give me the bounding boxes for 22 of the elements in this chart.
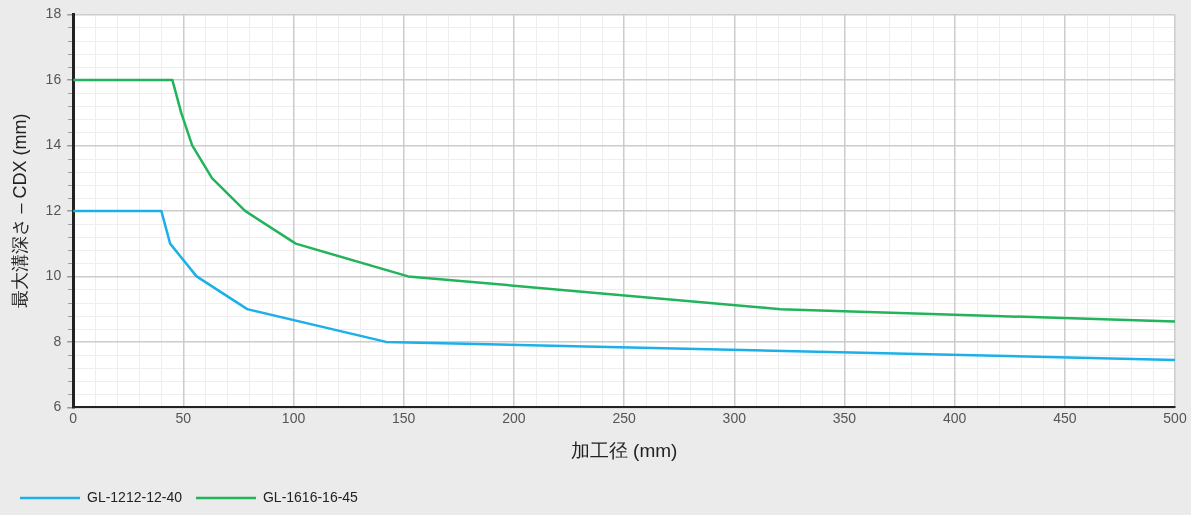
x-axis-title: 加工径 (mm) xyxy=(570,439,678,461)
x-tick-label: 50 xyxy=(175,409,192,426)
x-tick-label: 0 xyxy=(69,409,78,426)
x-tick-label: 150 xyxy=(392,409,416,426)
y-tick-label: 8 xyxy=(53,332,62,349)
x-tick-label: 100 xyxy=(281,409,306,426)
legend-label: GL-1616-16-45 xyxy=(262,488,359,505)
x-tick-label: 250 xyxy=(612,409,636,426)
y-tick-label: 12 xyxy=(45,201,62,218)
x-tick-label: 300 xyxy=(722,409,747,426)
y-tick-label: 6 xyxy=(53,398,62,415)
x-tick-label: 400 xyxy=(942,409,967,426)
y-axis-title: 最大溝深さ – CDX (mm) xyxy=(9,113,30,309)
x-tick-label: 200 xyxy=(502,409,526,426)
y-tick-label: 14 xyxy=(45,136,62,153)
x-tick-label: 450 xyxy=(1053,409,1077,426)
x-tick-label: 500 xyxy=(1163,409,1187,426)
x-tick-label: 350 xyxy=(832,409,857,426)
legend-label: GL-1212-12-40 xyxy=(87,488,183,505)
y-tick-label: 10 xyxy=(45,267,62,284)
y-tick-label: 16 xyxy=(45,70,62,87)
y-tick-label: 18 xyxy=(45,5,62,22)
